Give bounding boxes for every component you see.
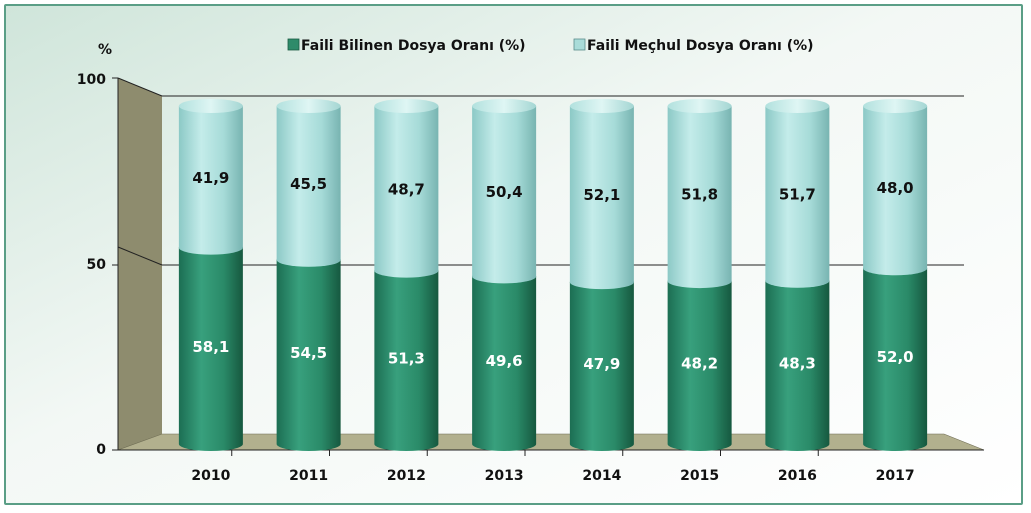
bar-segment-bilinen-2011: 54,5	[276, 252, 341, 451]
bar-segment-bilinen-2016: 48,3	[765, 273, 830, 451]
bar-body	[765, 106, 830, 288]
chart-side-wall	[118, 78, 162, 450]
bar-body	[178, 247, 243, 451]
bar-stack-2015: 48,2 51,8	[667, 99, 732, 451]
bar-segment-bilinen-2013: 49,6	[472, 269, 537, 451]
data-label: 45,5	[290, 175, 327, 193]
data-label: 52,1	[583, 186, 620, 204]
bar-cap	[374, 99, 439, 113]
legend: Faili Bilinen Dosya Oranı (%) Faili Meçh…	[287, 38, 814, 54]
bar-body	[863, 106, 928, 276]
bar-body	[667, 281, 732, 451]
bar-stack-2013: 49,6 50,4	[472, 99, 537, 451]
y-tick-label: 0	[96, 442, 106, 458]
bar-cap	[667, 99, 732, 113]
data-label: 58,1	[192, 338, 229, 356]
bar-body	[667, 106, 732, 289]
y-tick-label: 50	[87, 257, 107, 273]
x-tick-label: 2016	[778, 468, 817, 484]
data-label: 51,3	[388, 349, 425, 367]
bar-segment-mechul-2014: 52,1	[569, 99, 634, 290]
bar-segment-mechul-2015: 51,8	[667, 99, 732, 289]
legend-swatch-bilinen	[287, 38, 300, 51]
bar-body	[569, 282, 634, 451]
x-tick-label: 2012	[387, 468, 426, 484]
chart-frame: 58,1 41,9 54,5 45,5 51,3 48,7 49,6 50,4 47,9 52,1…	[4, 4, 1023, 505]
bar-segment-mechul-2011: 45,5	[276, 99, 341, 267]
data-label: 49,6	[486, 352, 523, 370]
bar-cap	[276, 99, 341, 113]
bar-body	[569, 106, 634, 290]
x-tick-label: 2011	[289, 468, 328, 484]
data-label: 48,7	[388, 180, 425, 198]
bar-cap	[178, 99, 243, 113]
bar-cap	[472, 99, 537, 113]
x-tick-labels: 2010 2011 2012 2013 2014 2015 2016 2017	[191, 450, 915, 484]
data-label: 48,3	[779, 354, 816, 372]
data-label: 50,4	[486, 183, 523, 201]
data-label: 51,8	[681, 186, 718, 204]
bar-segment-mechul-2010: 41,9	[178, 99, 243, 255]
data-label: 48,2	[681, 355, 718, 373]
x-tick-label: 2013	[485, 468, 524, 484]
bar-stack-2010: 58,1 41,9	[178, 99, 243, 451]
legend-item-bilinen: Faili Bilinen Dosya Oranı (%)	[287, 38, 526, 54]
bar-cap	[569, 99, 634, 113]
bar-body	[276, 106, 341, 267]
bar-body	[374, 270, 439, 451]
y-ticks: 0 50 100	[77, 72, 118, 458]
legend-item-mechul: Faili Meçhul Dosya Oranı (%)	[573, 38, 814, 54]
bar-segment-mechul-2017: 48,0	[863, 99, 928, 276]
gridline-side	[117, 77, 163, 97]
data-label: 47,9	[583, 355, 620, 373]
chart-floor	[117, 433, 985, 451]
bars-group: 58,1 41,9 54,5 45,5 51,3 48,7 49,6 50,4 47,9 52,1…	[178, 99, 928, 451]
legend-label-bilinen: Faili Bilinen Dosya Oranı (%)	[301, 38, 526, 54]
data-label: 41,9	[192, 169, 229, 187]
bar-cap	[765, 99, 830, 113]
data-label: 52,0	[877, 348, 914, 366]
bar-cap	[863, 99, 928, 113]
bar-segment-bilinen-2014: 47,9	[569, 275, 634, 451]
bar-body	[472, 106, 537, 284]
bar-segment-mechul-2016: 51,7	[765, 99, 830, 288]
bar-body	[374, 106, 439, 278]
legend-label-mechul: Faili Meçhul Dosya Oranı (%)	[587, 38, 814, 54]
bar-segment-bilinen-2010: 58,1	[178, 240, 243, 451]
bar-body	[863, 268, 928, 451]
bar-body	[472, 276, 537, 451]
data-label: 51,7	[779, 185, 816, 203]
bar-body	[276, 259, 341, 451]
bar-segment-bilinen-2012: 51,3	[374, 263, 439, 451]
chart-svg: 58,1 41,9 54,5 45,5 51,3 48,7 49,6 50,4 47,9 52,1…	[6, 6, 1021, 503]
bar-segment-mechul-2012: 48,7	[374, 99, 439, 278]
data-label: 54,5	[290, 344, 327, 362]
bar-stack-2016: 48,3 51,7	[765, 99, 830, 451]
x-tick-label: 2017	[876, 468, 915, 484]
bar-stack-2012: 51,3 48,7	[374, 99, 439, 451]
gridline-side	[117, 246, 163, 266]
x-tick-label: 2015	[680, 468, 719, 484]
bar-segment-bilinen-2015: 48,2	[667, 274, 732, 451]
x-tick-label: 2010	[191, 468, 230, 484]
y-axis-label: %	[98, 42, 112, 58]
x-tick-label: 2014	[582, 468, 621, 484]
bar-segment-bilinen-2017: 52,0	[863, 261, 928, 451]
bar-stack-2011: 54,5 45,5	[276, 99, 341, 451]
data-label: 48,0	[877, 179, 914, 197]
bar-body	[178, 106, 243, 255]
y-tick-label: 100	[77, 72, 106, 88]
bar-segment-mechul-2013: 50,4	[472, 99, 537, 284]
bar-stack-2014: 47,9 52,1	[569, 99, 634, 451]
legend-swatch-mechul	[573, 38, 586, 51]
bar-stack-2017: 52,0 48,0	[863, 99, 928, 451]
bar-body	[765, 280, 830, 451]
